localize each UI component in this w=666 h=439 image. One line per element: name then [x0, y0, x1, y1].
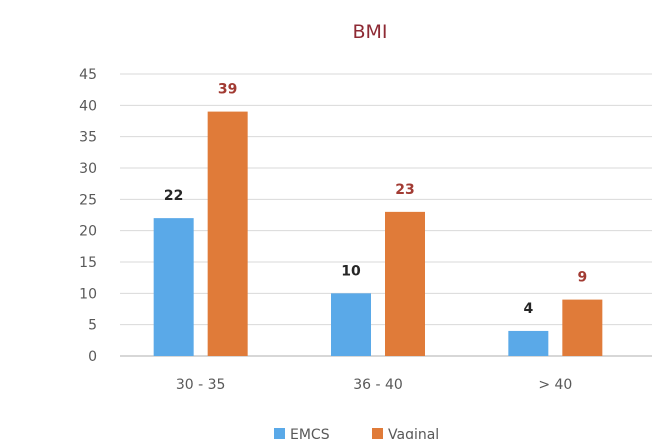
data-label: 4: [523, 301, 533, 317]
y-tick-label: 45: [79, 67, 97, 83]
chart-title: BMI: [352, 21, 387, 43]
bars: [153, 111, 603, 356]
bar-emcs: [508, 330, 549, 356]
y-tick-label: 35: [79, 130, 97, 146]
legend-swatch-emcs: [274, 428, 285, 439]
legend: EMCS Vaginal: [274, 427, 439, 439]
x-tick-label: 36 - 40: [353, 377, 403, 393]
data-label: 22: [164, 188, 183, 204]
y-tick-label: 20: [79, 224, 97, 240]
legend-label-emcs: EMCS: [290, 427, 330, 439]
data-label: 39: [218, 82, 237, 98]
data-label: 23: [395, 182, 414, 198]
bar-emcs: [331, 293, 371, 356]
y-axis-ticks: 0 5 10 15 20 25 30 35 40 45: [79, 67, 97, 365]
bar-emcs: [153, 218, 194, 356]
y-tick-label: 10: [79, 286, 97, 302]
x-tick-label: 30 - 35: [176, 377, 226, 393]
y-tick-label: 40: [79, 98, 97, 114]
x-axis-ticks: 30 - 35 36 - 40 > 40: [176, 377, 572, 393]
legend-label-vaginal: Vaginal: [388, 427, 439, 439]
x-tick-label: > 40: [538, 377, 572, 393]
y-tick-label: 25: [79, 192, 97, 208]
y-tick-label: 30: [79, 161, 97, 177]
y-tick-label: 5: [88, 318, 97, 334]
bar-vaginal: [385, 211, 425, 356]
y-tick-label: 0: [88, 349, 97, 365]
bar-vaginal: [562, 299, 603, 356]
legend-swatch-vaginal: [372, 428, 383, 439]
bar-vaginal: [207, 111, 248, 356]
data-label: 9: [577, 270, 587, 286]
y-tick-label: 15: [79, 255, 97, 271]
data-label: 10: [341, 263, 361, 279]
data-labels: 22 39 10 23 4 9: [164, 82, 587, 317]
